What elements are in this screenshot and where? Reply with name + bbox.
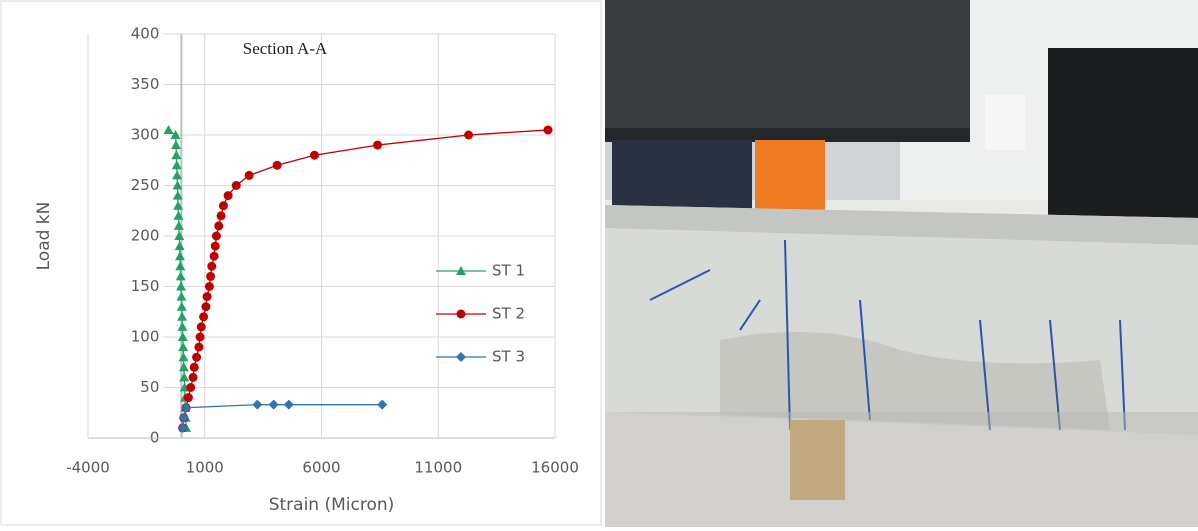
point [211,242,220,251]
point [206,272,215,281]
chart-title: Section A-A [243,39,328,58]
point [194,343,203,352]
point [310,151,319,160]
point [210,252,219,261]
x-tick-label: 16000 [531,459,579,477]
point [192,353,201,362]
photo-machinery [612,140,752,210]
point [245,171,254,180]
figure: 050100150200250300350400-400010006000110… [0,0,1198,527]
point [214,221,223,230]
point [203,292,212,301]
x-axis-title: Strain (Micron) [269,495,395,515]
point [217,211,226,220]
photo-floor [605,412,1198,527]
legend-label: ST 3 [492,348,525,366]
y-tick-label: 50 [140,378,159,396]
point [190,363,199,372]
y-tick-label: 400 [131,25,160,43]
y-axis-title: Load kN [34,202,54,271]
point [543,125,552,134]
x-tick-label: 6000 [302,459,340,477]
legend-label: ST 2 [492,305,525,323]
point [224,191,233,200]
photo-steel-beam [605,0,970,140]
point [205,282,214,291]
point [201,302,210,311]
y-tick-label: 350 [131,75,160,93]
point [196,333,205,342]
point [186,383,195,392]
legend-marker [457,310,466,319]
point [232,181,241,190]
point [273,161,282,170]
x-tick-label: 11000 [414,459,462,477]
page: {"chart_data": {"type": "scatter", "titl… [0,0,1198,527]
photo-door [1048,48,1198,224]
legend-label: ST 1 [492,262,525,280]
y-tick-label: 100 [131,328,160,346]
point [197,322,206,331]
point [207,262,216,271]
point [464,131,473,140]
point [373,141,382,150]
photo-sign [985,95,1025,150]
y-tick-label: 300 [131,126,160,144]
y-tick-label: 150 [131,277,160,295]
point [219,201,228,210]
x-tick-label: 1000 [186,459,224,477]
photo-beam-flange [605,128,970,142]
y-tick-label: 200 [131,227,160,245]
point [199,312,208,321]
point [212,232,221,241]
point [189,373,198,382]
x-tick-label: -4000 [66,459,110,477]
y-tick-label: 250 [131,176,160,194]
point [184,393,193,402]
photo [605,0,1198,527]
